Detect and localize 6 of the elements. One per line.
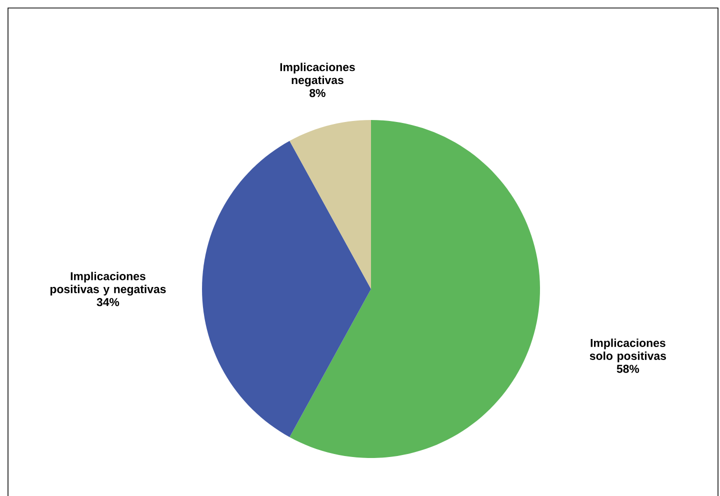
data-label: 58%	[616, 364, 640, 373]
data-label: 8%	[310, 88, 326, 97]
slice-label: Implicaciones negativas	[280, 62, 355, 86]
slice-label: Implicaciones solo positivas	[590, 338, 666, 362]
data-label: 34%	[96, 298, 120, 306]
slice-label: Implicaciones positivas y negativas	[50, 272, 166, 296]
